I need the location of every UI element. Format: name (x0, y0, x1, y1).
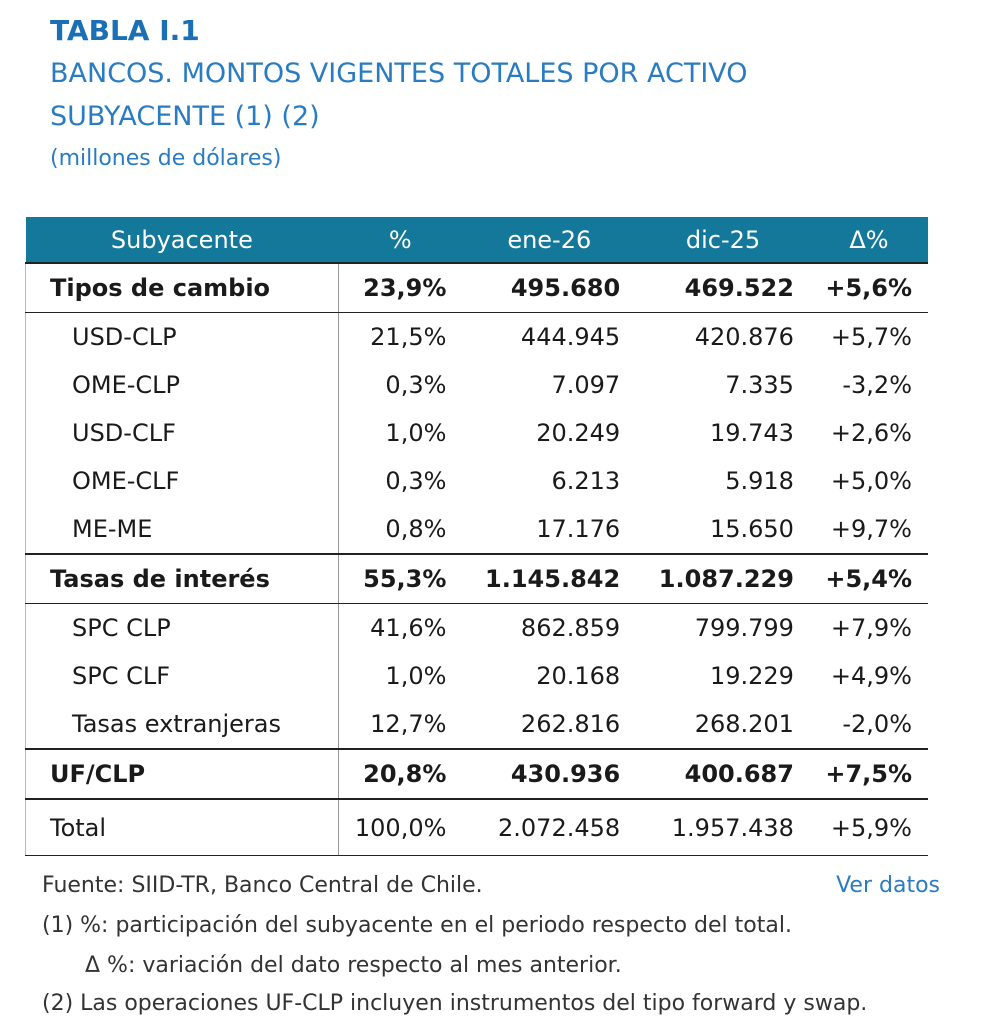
cell: +4,9% (830, 662, 912, 690)
column-header: Δ% (809, 217, 928, 263)
subtitle: BANCOS. MONTOS VIGENTES TOTALES POR ACTI… (50, 58, 748, 89)
data-table: Subyacente% ene-26 dic-25 Δ% Tipos de cambio… (25, 217, 928, 856)
cell: 2.072.458 (462, 798, 637, 856)
item-row: SPC CLP 41,6% 862.859 799.799 +7,9% (25, 603, 929, 652)
item-row: OME-CLP 0,3% 7.097 7.335 -3,2% (25, 361, 929, 409)
cell: 1,0% (385, 419, 447, 447)
group-row: UF/CLP 20,8% 430.936 400.687 +7,5% (25, 748, 928, 800)
group-row: Tasas de interés 55,3% 1.145.842 1.087.229 +… (25, 553, 928, 604)
cell: 862.859 (520, 614, 621, 642)
cell: 15.650 (709, 515, 794, 543)
cell: 430.936 (462, 748, 637, 800)
cell: 1.087.229 (636, 553, 810, 604)
view-data-link[interactable]: Ver datos (836, 873, 940, 898)
cell: 444.945 (520, 323, 621, 351)
cell: 55,3% (338, 553, 463, 604)
cell: 1,0% (385, 662, 447, 690)
cell: 420.876 (694, 323, 794, 351)
cell: +5,0% (830, 467, 912, 495)
cell: 12,7% (370, 710, 447, 738)
cell: 19.743 (709, 419, 794, 447)
subtitle: SUBYACENTE (1) (2) (50, 101, 320, 132)
cell: 0,3% (385, 371, 447, 399)
cell: 17.176 (536, 515, 621, 543)
total-row: Total 100,0% 2.072.458 1.957.438 +5,9% (25, 798, 928, 856)
cell: OME-CLP (25, 361, 339, 409)
cell: 0,3% (385, 467, 447, 495)
cell: ME-ME (25, 505, 339, 554)
column-header: ene-26 (462, 217, 637, 263)
cell: 20,8% (338, 748, 463, 800)
item-row: SPC CLF 1,0% 20.168 19.229 +4,9% (25, 652, 929, 700)
column-header: % (338, 217, 463, 263)
cell: 268.201 (694, 710, 794, 738)
cell: +5,6% (809, 262, 928, 313)
cell: 41,6% (370, 614, 447, 642)
cell: USD-CLP (25, 312, 339, 361)
cell: USD-CLF (25, 409, 339, 457)
cell: UF/CLP (25, 748, 339, 800)
cell: SPC CLF (25, 652, 339, 700)
cell: +5,7% (830, 323, 912, 351)
cell: SPC CLP (25, 603, 339, 652)
item-row: ME-ME 0,8% 17.176 15.650 +9,7% (25, 505, 929, 554)
column-header: Subyacente (25, 217, 339, 263)
cell: 7.335 (725, 371, 794, 399)
cell: +5,4% (809, 553, 928, 604)
column-header: dic-25 (636, 217, 810, 263)
cell: OME-CLF (25, 457, 339, 505)
cell: 1.957.438 (636, 798, 810, 856)
cell: 0,8% (385, 515, 447, 543)
units: (millones de dólares) (50, 146, 282, 171)
cell: 23,9% (338, 262, 463, 313)
item-row: USD-CLP 21,5% 444.945 420.876 +5,7% (25, 312, 929, 361)
cell: 262.816 (520, 710, 621, 738)
cell: +7,5% (809, 748, 928, 800)
cell: +9,7% (830, 515, 912, 543)
cell: 19.229 (709, 662, 794, 690)
cell: 20.249 (536, 419, 621, 447)
item-row: OME-CLF 0,3% 6.213 5.918 +5,0% (25, 457, 929, 505)
cell: +7,9% (830, 614, 912, 642)
cell: Tasas extranjeras (25, 700, 339, 749)
cell: +2,6% (830, 419, 912, 447)
cell: Total (25, 798, 339, 856)
cell: 20.168 (536, 662, 621, 690)
group-row: Tipos de cambio 23,9% 495.680 469.522 +5,6% (25, 262, 928, 313)
cell: -3,2% (842, 371, 912, 399)
item-row: USD-CLF 1,0% 20.249 19.743 +2,6% (25, 409, 929, 457)
note: (1) %: participación del subyacente en e… (42, 913, 792, 938)
header-row: Subyacente% ene-26 dic-25 Δ% (25, 217, 928, 263)
cell: Tipos de cambio (25, 262, 339, 313)
note: Δ %: variación del dato respecto al mes … (85, 953, 622, 978)
cell: 469.522 (636, 262, 810, 313)
cell: 799.799 (694, 614, 794, 642)
cell: +5,9% (809, 798, 928, 856)
cell: -2,0% (842, 710, 912, 738)
cell: 21,5% (370, 323, 447, 351)
note: (2) Las operaciones UF-CLP incluyen inst… (42, 991, 868, 1016)
cell: Tasas de interés (25, 553, 339, 604)
cell: 495.680 (462, 262, 637, 313)
cell: 400.687 (636, 748, 810, 800)
cell: 1.145.842 (462, 553, 637, 604)
cell: 6.213 (551, 467, 621, 495)
cell: 5.918 (725, 467, 794, 495)
cell: 7.097 (551, 371, 621, 399)
title: TABLA I.1 (50, 14, 200, 47)
item-row: Tasas extranjeras 12,7% 262.816 268.201 -2,0… (25, 700, 929, 749)
source: Fuente: SIID-TR, Banco Central de Chile. (42, 873, 483, 898)
cell: 100,0% (338, 798, 463, 856)
